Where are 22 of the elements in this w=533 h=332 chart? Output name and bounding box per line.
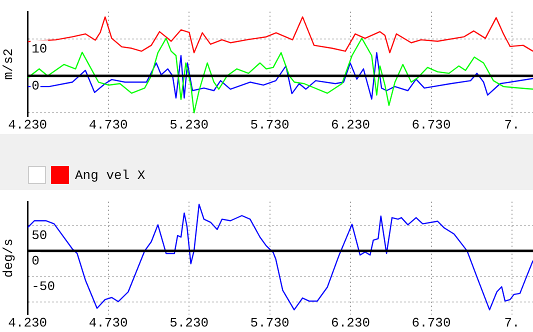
x-tick-label: 5.230	[170, 118, 209, 133]
y-axis-title: deg/s	[1, 238, 16, 278]
x-tick-label: 6.230	[331, 316, 370, 331]
text: Ang vel X	[75, 168, 146, 182]
x-tick-label: 4.230	[8, 316, 48, 331]
x-tick-label: 4.730	[88, 118, 128, 133]
x-tick-label: 5.230	[170, 316, 209, 331]
x-tick-label: 5.730	[250, 316, 290, 331]
x-tick-label: 5.730	[250, 118, 290, 133]
y-tick-label: 0	[32, 253, 40, 268]
x-tick-label: 4.230	[8, 118, 48, 133]
x-tick-label: 7.	[504, 316, 520, 331]
x-tick-label: 6.730	[412, 316, 451, 331]
x-tick-label: 4.730	[88, 316, 128, 331]
x-tick-label: 6.230	[331, 118, 370, 133]
y-axis-title: m/s2	[1, 48, 16, 80]
y-tick-label: -50	[32, 278, 56, 294]
x-tick-label: 6.730	[412, 118, 451, 133]
x-tick-label: 7.	[504, 118, 520, 133]
y-tick-label: 0	[32, 78, 40, 94]
y-tick-label: 50	[32, 228, 48, 243]
y-tick-label: 10	[32, 41, 48, 56]
